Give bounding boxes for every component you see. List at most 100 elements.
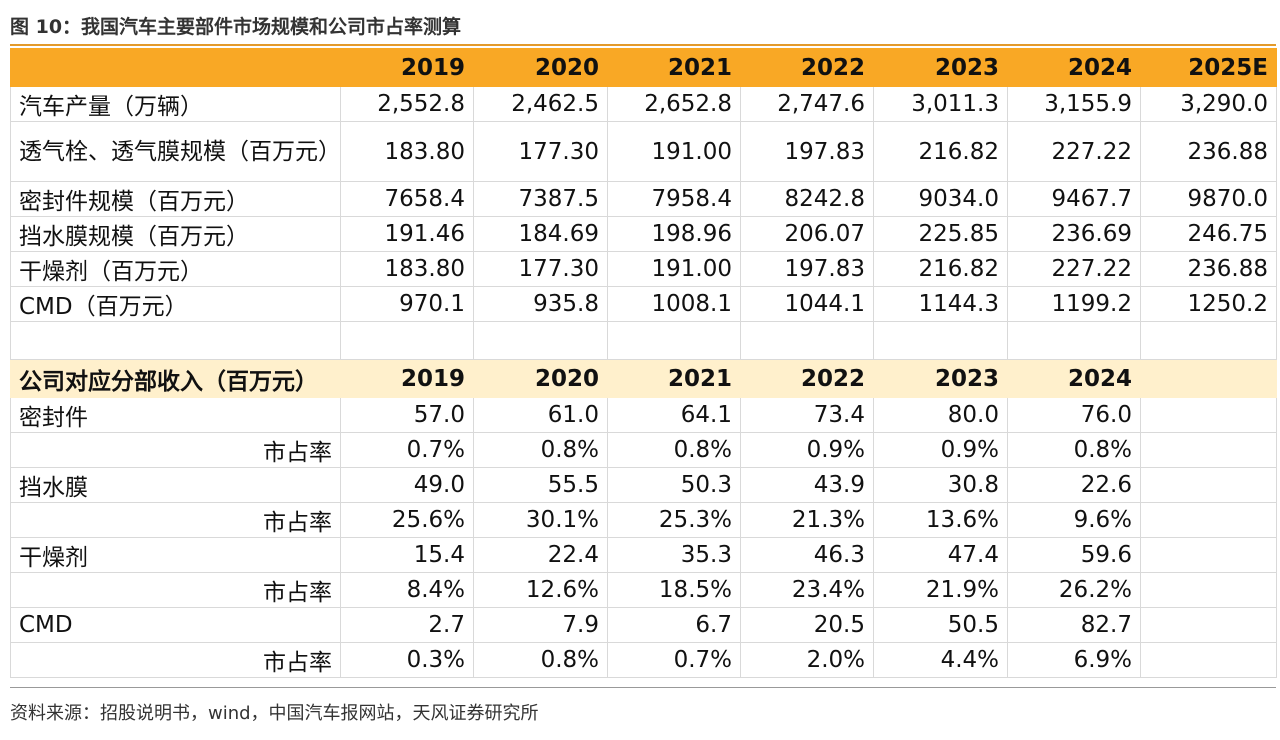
value-cell: 47.4 — [873, 537, 1008, 573]
row-label: 密封件 — [10, 397, 341, 433]
value-cell: 206.07 — [740, 216, 874, 252]
row-label: CMD（百万元） — [10, 286, 341, 322]
value-cell: 1250.2 — [1140, 286, 1277, 322]
year-header-cell: 2020 — [473, 359, 608, 398]
value-cell: 2,552.8 — [340, 86, 474, 122]
value-cell: 227.22 — [1007, 251, 1141, 287]
value-cell: 22.6 — [1007, 467, 1141, 503]
value-cell — [1140, 607, 1277, 643]
value-cell: 59.6 — [1007, 537, 1141, 573]
value-cell: 7.9 — [473, 607, 608, 643]
value-cell: 0.3% — [340, 642, 474, 678]
value-cell — [1140, 467, 1277, 503]
value-cell: 2,462.5 — [473, 86, 608, 122]
value-cell: 3,290.0 — [1140, 86, 1277, 122]
value-cell: 970.1 — [340, 286, 474, 322]
value-cell: 49.0 — [340, 467, 474, 503]
row-label: CMD — [10, 607, 341, 643]
value-cell: 6.9% — [1007, 642, 1141, 678]
value-cell: 216.82 — [873, 251, 1008, 287]
value-cell: 0.7% — [340, 432, 474, 468]
source-note: 资料来源：招股说明书，wind，中国汽车报网站，天风证券研究所 — [10, 703, 539, 724]
market-share-table: 2019 2020 2021 2022 2023 2024 2025E 汽车产量（万辆） 2,5… — [10, 48, 1277, 678]
value-cell: 177.30 — [473, 251, 608, 287]
value-cell: 1008.1 — [607, 286, 741, 322]
value-cell: 64.1 — [607, 397, 741, 433]
value-cell: 9870.0 — [1140, 181, 1277, 217]
value-cell: 216.82 — [873, 121, 1008, 182]
empty-cell — [607, 321, 741, 360]
value-cell: 18.5% — [607, 572, 741, 608]
year-header-cell: 2025E — [1140, 48, 1277, 87]
value-cell: 0.8% — [473, 432, 608, 468]
market-row: CMD（百万元） 970.1 935.8 1008.1 1044.1 1144.3 1199… — [10, 286, 1277, 322]
row-label: 挡水膜 — [10, 467, 341, 503]
value-cell: 57.0 — [340, 397, 474, 433]
title-rule — [10, 44, 1276, 46]
value-cell: 50.5 — [873, 607, 1008, 643]
market-row: 干燥剂（百万元） 183.80 177.30 191.00 197.83 216.82 22… — [10, 251, 1277, 287]
value-cell — [1140, 432, 1277, 468]
value-cell: 198.96 — [607, 216, 741, 252]
figure-title: 图 10：我国汽车主要部件市场规模和公司市占率测算 — [10, 16, 462, 38]
value-cell — [1140, 397, 1277, 433]
value-cell: 2.7 — [340, 607, 474, 643]
value-cell: 22.4 — [473, 537, 608, 573]
value-cell: 55.5 — [473, 467, 608, 503]
revenue-row: 挡水膜 49.0 55.5 50.3 43.9 30.8 22.6 — [10, 467, 1277, 503]
year-header-cell: 2024 — [1007, 359, 1141, 398]
market-row: 密封件规模（百万元） 7658.4 7387.5 7958.4 8242.8 9034.0… — [10, 181, 1277, 217]
value-cell: 76.0 — [1007, 397, 1141, 433]
value-cell: 30.1% — [473, 502, 608, 538]
revenue-row: 密封件 57.0 61.0 64.1 73.4 80.0 76.0 — [10, 397, 1277, 433]
year-header-cell: 2023 — [873, 359, 1008, 398]
market-share-row: 市占率 25.6% 30.1% 25.3% 21.3% 13.6% 9.6% — [10, 502, 1277, 538]
empty-cell — [10, 321, 341, 360]
value-cell: 26.2% — [1007, 572, 1141, 608]
year-header-cell: 2020 — [473, 48, 608, 87]
value-cell: 0.9% — [873, 432, 1008, 468]
row-label: 市占率 — [10, 502, 341, 538]
year-header-cell: 2021 — [607, 48, 741, 87]
section-title: 公司对应分部收入（百万元） — [10, 359, 341, 398]
empty-cell — [1007, 321, 1141, 360]
row-label: 透气栓、透气膜规模（百万元） — [10, 121, 341, 182]
value-cell: 80.0 — [873, 397, 1008, 433]
market-share-row: 市占率 0.7% 0.8% 0.8% 0.9% 0.9% 0.8% — [10, 432, 1277, 468]
value-cell: 4.4% — [873, 642, 1008, 678]
value-cell: 0.8% — [607, 432, 741, 468]
value-cell — [1140, 537, 1277, 573]
value-cell: 82.7 — [1007, 607, 1141, 643]
value-cell: 183.80 — [340, 251, 474, 287]
value-cell: 9034.0 — [873, 181, 1008, 217]
bottom-rule — [10, 687, 1276, 688]
value-cell: 25.6% — [340, 502, 474, 538]
value-cell — [1140, 642, 1277, 678]
value-cell: 46.3 — [740, 537, 874, 573]
market-share-row: 市占率 8.4% 12.6% 18.5% 23.4% 21.9% 26.2% — [10, 572, 1277, 608]
value-cell: 21.3% — [740, 502, 874, 538]
year-header-cell: 2019 — [340, 359, 474, 398]
empty-cell — [1140, 321, 1277, 360]
year-header-cell — [1140, 359, 1277, 398]
year-header-cell: 2021 — [607, 359, 741, 398]
value-cell: 191.00 — [607, 121, 741, 182]
value-cell: 1199.2 — [1007, 286, 1141, 322]
empty-cell — [873, 321, 1008, 360]
value-cell: 0.7% — [607, 642, 741, 678]
value-cell: 177.30 — [473, 121, 608, 182]
revenue-row: CMD 2.7 7.9 6.7 20.5 50.5 82.7 — [10, 607, 1277, 643]
value-cell: 13.6% — [873, 502, 1008, 538]
value-cell: 8242.8 — [740, 181, 874, 217]
row-label: 干燥剂（百万元） — [10, 251, 341, 287]
value-cell: 73.4 — [740, 397, 874, 433]
empty-cell — [740, 321, 874, 360]
year-header-cell: 2019 — [340, 48, 474, 87]
spacer-row — [10, 321, 1277, 360]
value-cell: 191.46 — [340, 216, 474, 252]
year-header-cell: 2024 — [1007, 48, 1141, 87]
year-header-cell: 2022 — [740, 359, 874, 398]
value-cell: 3,011.3 — [873, 86, 1008, 122]
header-corner — [10, 48, 341, 87]
value-cell: 50.3 — [607, 467, 741, 503]
